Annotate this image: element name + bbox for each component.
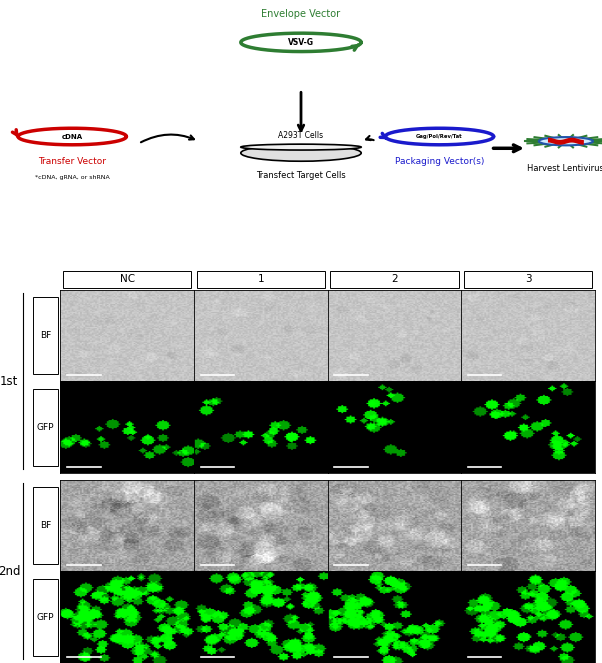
Text: VSV-G: VSV-G [288, 38, 314, 47]
Ellipse shape [539, 137, 593, 145]
Text: GFP: GFP [37, 613, 54, 622]
Text: 1st: 1st [0, 375, 19, 388]
Text: A293T Cells: A293T Cells [279, 131, 323, 140]
Text: NC: NC [120, 274, 135, 284]
Bar [63, 271, 191, 288]
Bar [330, 271, 459, 288]
Text: 2: 2 [391, 274, 398, 284]
Bar [33, 297, 58, 374]
Text: Harvest Lentivirus: Harvest Lentivirus [527, 164, 602, 173]
Text: 3: 3 [525, 274, 532, 284]
Text: Packaging Vector(s): Packaging Vector(s) [395, 156, 484, 166]
Bar [464, 271, 592, 288]
Bar [33, 389, 58, 465]
Text: Envelope Vector: Envelope Vector [261, 9, 341, 19]
Ellipse shape [241, 145, 361, 161]
Text: Transfect Target Cells: Transfect Target Cells [256, 170, 346, 180]
Text: Transfer Vector: Transfer Vector [39, 156, 106, 166]
Text: cDNA: cDNA [61, 133, 83, 139]
Text: 1: 1 [258, 274, 264, 284]
Text: 2nd: 2nd [0, 565, 20, 578]
Ellipse shape [241, 144, 361, 150]
Bar [33, 487, 58, 564]
Text: *cDNA, gRNA, or shRNA: *cDNA, gRNA, or shRNA [35, 176, 110, 180]
Bar [197, 271, 325, 288]
Text: BF: BF [40, 521, 51, 530]
Text: BF: BF [40, 331, 51, 340]
Bar [33, 579, 58, 656]
Text: Gag/Pol/Rev/Tat: Gag/Pol/Rev/Tat [416, 134, 463, 139]
Text: GFP: GFP [37, 423, 54, 432]
Text: sh BAG2: sh BAG2 [262, 243, 340, 262]
